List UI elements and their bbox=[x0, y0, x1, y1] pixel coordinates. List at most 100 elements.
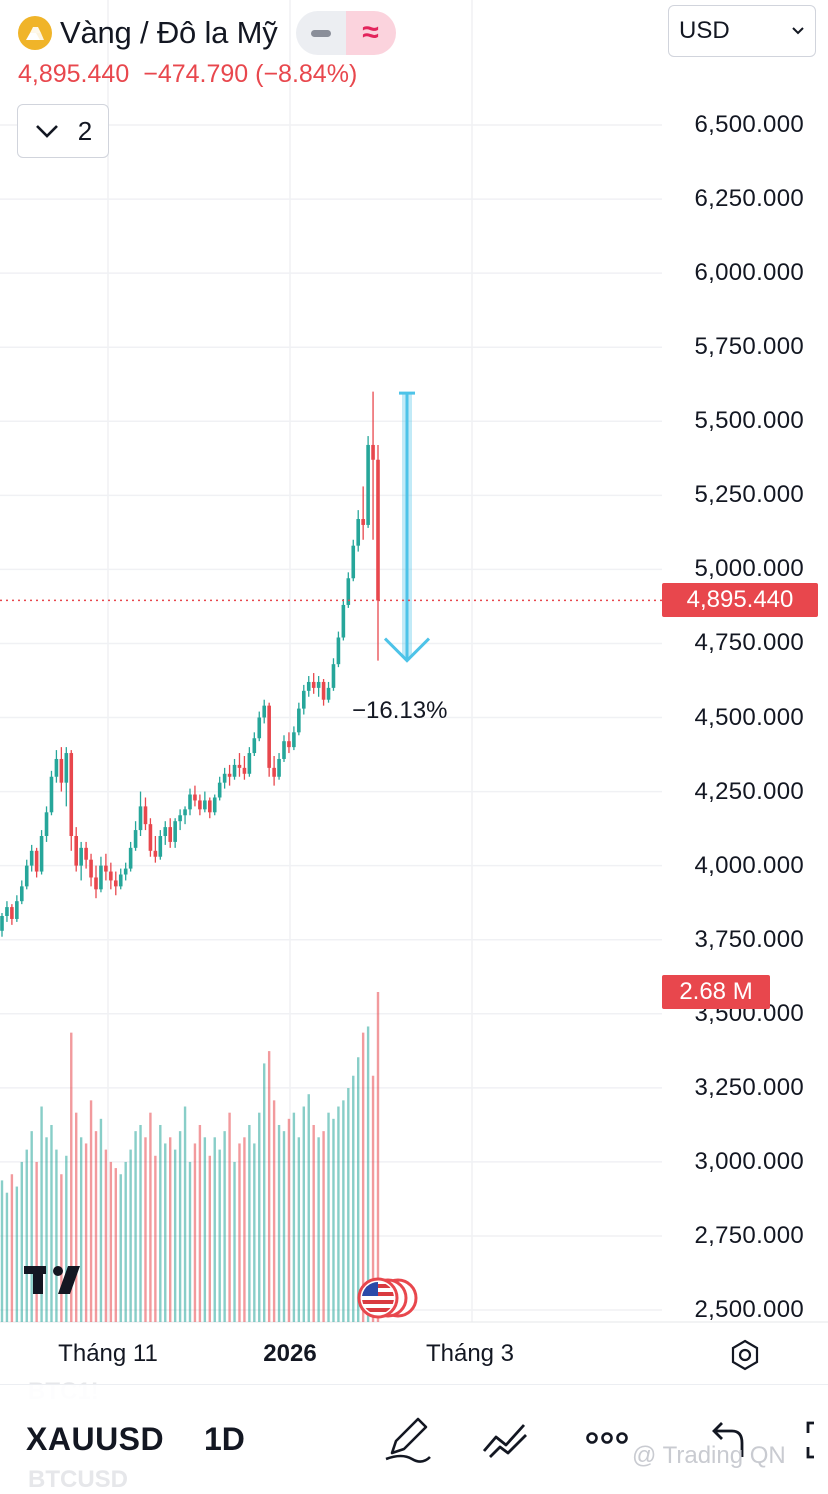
candle-body bbox=[262, 705, 267, 718]
candle-body bbox=[34, 850, 39, 872]
volume-bar bbox=[99, 1118, 103, 1322]
price-tick-label: 2,500.000 bbox=[694, 1296, 804, 1323]
measure-arrowhead bbox=[383, 637, 431, 663]
candle-body bbox=[158, 836, 163, 857]
volume-bar bbox=[263, 1063, 266, 1322]
candle-body bbox=[356, 519, 361, 546]
volume-bar bbox=[297, 1137, 301, 1322]
more-icon[interactable] bbox=[582, 1413, 632, 1463]
volume-bar bbox=[277, 1124, 281, 1322]
volume-bar bbox=[164, 1143, 167, 1322]
minus-icon[interactable] bbox=[295, 11, 346, 55]
volume-bar bbox=[287, 1118, 291, 1322]
volume-bar bbox=[357, 1057, 360, 1322]
volume-bar bbox=[213, 1137, 216, 1322]
volume-bar bbox=[253, 1143, 256, 1322]
price-tick-label: 4,250.000 bbox=[694, 777, 804, 805]
volume-bar bbox=[243, 1137, 246, 1322]
trend-icon[interactable] bbox=[480, 1413, 530, 1463]
volume-bar bbox=[134, 1131, 137, 1322]
volume-bar bbox=[312, 1124, 315, 1322]
redo-icon[interactable] bbox=[800, 1413, 828, 1463]
price-tick-label: 3,000.000 bbox=[694, 1147, 804, 1175]
price-tick-label: 2,750.000 bbox=[694, 1221, 804, 1249]
candle-body bbox=[118, 874, 123, 887]
volume-bar bbox=[327, 1112, 330, 1322]
candle-body bbox=[123, 868, 128, 875]
candle-body bbox=[79, 847, 83, 866]
bottom-toolbar: XAUUSD 1D bbox=[0, 1384, 828, 1481]
chart-mode-toggle[interactable]: ≈ bbox=[295, 11, 396, 55]
volume-bar bbox=[337, 1106, 340, 1322]
interval-button[interactable]: 1D bbox=[204, 1421, 245, 1457]
candle-body bbox=[5, 907, 9, 916]
volume-bar bbox=[149, 1112, 152, 1322]
candle-body bbox=[346, 578, 351, 605]
volume-bar bbox=[178, 1131, 182, 1322]
candle-body bbox=[272, 767, 276, 777]
candle-body bbox=[207, 800, 212, 813]
candle-body bbox=[316, 681, 321, 688]
price-tick-label: 3,750.000 bbox=[694, 925, 804, 953]
ghost-symbol-below: BTCUSD bbox=[28, 1466, 128, 1493]
currency-select[interactable]: USD bbox=[668, 5, 816, 57]
volume-bar bbox=[302, 1106, 305, 1322]
candle-body bbox=[198, 800, 202, 810]
volume-bar bbox=[45, 1137, 48, 1322]
candle-body bbox=[133, 830, 138, 848]
volume-bar bbox=[248, 1124, 251, 1322]
candle-body bbox=[138, 806, 143, 831]
candle-body bbox=[287, 741, 291, 748]
volume-bar bbox=[352, 1075, 355, 1322]
volume-bar bbox=[183, 1106, 187, 1322]
approx-icon[interactable]: ≈ bbox=[345, 11, 396, 55]
volume-bar bbox=[50, 1124, 53, 1322]
candle-body bbox=[321, 681, 326, 700]
candle-body bbox=[311, 681, 316, 688]
settings-icon[interactable] bbox=[728, 1338, 762, 1372]
symbol-title[interactable]: Vàng / Đô la Mỹ bbox=[60, 15, 278, 50]
volume-bar bbox=[282, 1131, 286, 1322]
currency-value: USD bbox=[679, 17, 730, 44]
candle-body bbox=[104, 865, 108, 872]
volume-bar bbox=[203, 1137, 207, 1322]
indicators-collapse-button[interactable]: 2 bbox=[17, 104, 109, 158]
volume-bar bbox=[35, 1161, 38, 1322]
candle-body bbox=[341, 604, 346, 638]
volume-bar bbox=[79, 1137, 83, 1322]
candle-body bbox=[237, 764, 242, 768]
candle-body bbox=[301, 690, 306, 709]
symbol-header[interactable]: Vàng / Đô la Mỹ ≈ bbox=[18, 11, 396, 55]
candle-body bbox=[64, 753, 69, 783]
volume-bar bbox=[5, 1192, 9, 1322]
us-flag-icon[interactable] bbox=[356, 1276, 418, 1320]
price-tick-label: 4,500.000 bbox=[694, 703, 804, 731]
candle-body bbox=[29, 850, 34, 866]
chevron-down-icon bbox=[792, 27, 804, 35]
candle-body bbox=[49, 776, 54, 813]
undo-icon[interactable] bbox=[702, 1413, 752, 1463]
symbol-button[interactable]: XAUUSD bbox=[26, 1421, 165, 1457]
volume-bar bbox=[366, 1026, 370, 1322]
volume-bar bbox=[60, 1174, 63, 1322]
volume-bar bbox=[30, 1131, 33, 1322]
volume-bar bbox=[129, 1149, 132, 1322]
price-tick-label: 3,250.000 bbox=[694, 1073, 804, 1101]
volume-bar bbox=[376, 992, 380, 1322]
candle-body bbox=[232, 764, 237, 777]
volume-bar bbox=[169, 1137, 172, 1322]
pen-icon[interactable] bbox=[382, 1413, 432, 1463]
volume-bar bbox=[228, 1112, 231, 1322]
indicator-count: 2 bbox=[77, 115, 93, 146]
last-price-badge: 4,895.440 bbox=[662, 583, 818, 618]
measure-percent-label: −16.13% bbox=[352, 697, 448, 724]
volume-bar bbox=[94, 1131, 98, 1322]
price-change: −474.790 (−8.84%) bbox=[143, 60, 358, 88]
volume-bar bbox=[307, 1094, 310, 1322]
candle-body bbox=[99, 865, 103, 890]
time-tick-label: Tháng 11 bbox=[58, 1340, 158, 1367]
price-tick-label: 4,750.000 bbox=[694, 629, 804, 657]
volume-bar bbox=[159, 1124, 162, 1322]
tradingview-logo bbox=[24, 1266, 80, 1294]
